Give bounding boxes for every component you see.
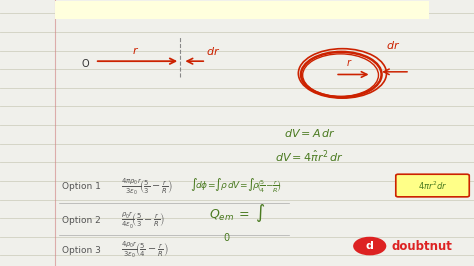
FancyBboxPatch shape [396, 174, 469, 197]
Text: Option 1: Option 1 [62, 182, 100, 191]
Text: $\frac{4\pi\rho_0 r}{3\varepsilon_0}\!\left(\frac{5}{3}-\frac{r}{R}\right)$: $\frac{4\pi\rho_0 r}{3\varepsilon_0}\!\l… [121, 176, 173, 197]
Text: $r$: $r$ [131, 45, 139, 56]
Text: Option 3: Option 3 [62, 246, 100, 255]
Text: $Q_{em}\;=\;\int$: $Q_{em}\;=\;\int$ [209, 202, 265, 224]
Text: $4\pi r^2 dr$: $4\pi r^2 dr$ [418, 179, 447, 192]
Text: $\int\!d\phi\!=\!\int\!\rho\,dV\!=\!\int\!\rho\!\left(\!\frac{5}{4}\!-\!\frac{r}: $\int\!d\phi\!=\!\int\!\rho\,dV\!=\!\int… [190, 177, 282, 195]
Text: d: d [366, 241, 374, 251]
Text: $dV = 4\hat{\pi}r^2\,dr$: $dV = 4\hat{\pi}r^2\,dr$ [275, 149, 344, 165]
Circle shape [353, 237, 386, 255]
Text: $dr$: $dr$ [386, 39, 401, 51]
Text: O: O [82, 59, 89, 69]
Text: Option 2: Option 2 [62, 216, 100, 225]
Text: $\frac{4\rho_0 r}{3\varepsilon_0}\!\left(\frac{5}{4}-\frac{r}{R}\right)$: $\frac{4\rho_0 r}{3\varepsilon_0}\!\left… [121, 240, 168, 260]
Text: $r$: $r$ [346, 57, 353, 69]
Text: $dr$: $dr$ [206, 44, 220, 57]
Text: $0$: $0$ [223, 231, 230, 243]
Text: doubtnut: doubtnut [391, 240, 452, 252]
Text: $\frac{\rho_0 r}{4\varepsilon_0}\!\left(\frac{5}{3}-\frac{r}{R}\right)$: $\frac{\rho_0 r}{4\varepsilon_0}\!\left(… [121, 211, 165, 231]
FancyBboxPatch shape [55, 1, 429, 19]
Text: $dV = A\,dr$: $dV = A\,dr$ [284, 127, 337, 139]
